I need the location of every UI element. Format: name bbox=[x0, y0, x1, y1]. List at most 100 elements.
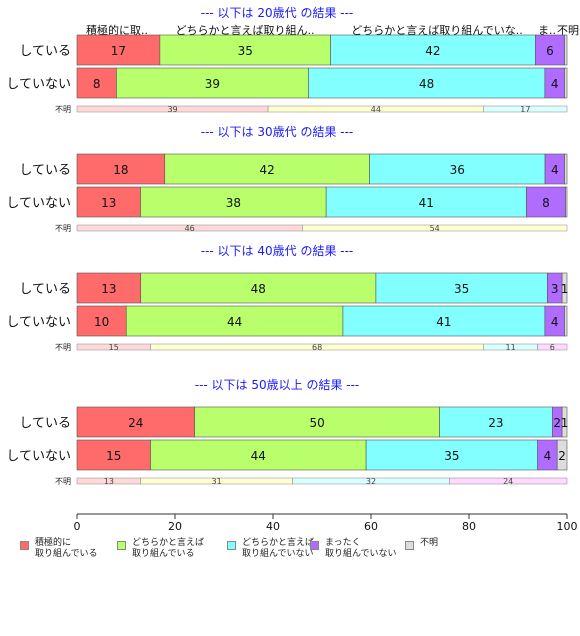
legend-swatch bbox=[227, 541, 236, 550]
row-label: している bbox=[19, 416, 71, 431]
share-value-label: 13 bbox=[104, 477, 114, 486]
share-segment bbox=[302, 224, 568, 232]
bar-segment bbox=[561, 406, 568, 438]
bar-value-label: 6 bbox=[546, 44, 554, 58]
legend-label: 積極的に 取り組んでいる bbox=[35, 538, 98, 559]
header-label: どちらかと言えば取り組ん.. bbox=[176, 24, 315, 37]
share-row-label: 不明 bbox=[55, 343, 71, 352]
share-value-label: 46 bbox=[185, 224, 195, 233]
bar-segment bbox=[556, 439, 568, 471]
row-label: していない bbox=[6, 449, 71, 464]
stacked-bar-chart: 積極的に取.. どちらかと言えば取り組ん.. どちらかと言えば取り組んでいな.. ま.… bbox=[6, 6, 579, 533]
bar-segment bbox=[150, 439, 367, 471]
bar-segment bbox=[140, 186, 327, 218]
legend-label: どちらかと言えば 取り組んでいる bbox=[132, 538, 205, 559]
bar-segment bbox=[526, 186, 566, 218]
x-tick-label: 100 bbox=[557, 520, 578, 533]
bar-value-label: 41 bbox=[436, 315, 451, 329]
legend-label: 不明 bbox=[420, 538, 439, 548]
bar-segment bbox=[561, 272, 568, 304]
bar-value-label: 3 bbox=[551, 282, 559, 296]
bar-segment bbox=[76, 272, 142, 304]
share-row-label: 不明 bbox=[55, 477, 71, 486]
bar-segment bbox=[76, 406, 195, 438]
row-label: していない bbox=[6, 77, 71, 92]
header-label: ま.. bbox=[538, 24, 556, 37]
x-tick-label: 20 bbox=[168, 520, 182, 533]
bar-value-label: 39 bbox=[205, 77, 220, 91]
bar-segment bbox=[375, 272, 548, 304]
x-tick-label: 60 bbox=[364, 520, 378, 533]
bar-segment bbox=[330, 34, 536, 66]
share-value-label: 24 bbox=[503, 477, 513, 486]
legend-item: どちらかと言えば 取り組んでいない bbox=[227, 538, 314, 560]
bar-segment bbox=[76, 439, 151, 471]
row-label: している bbox=[19, 44, 71, 59]
row-label: していない bbox=[6, 315, 71, 330]
bar-value-label: 4 bbox=[551, 77, 559, 91]
header-label: 積極的に取.. bbox=[86, 23, 148, 37]
bar-value-label: 1 bbox=[561, 282, 569, 296]
bar-segment bbox=[76, 186, 141, 218]
row-label: していない bbox=[6, 196, 71, 211]
share-row-label: 不明 bbox=[55, 105, 71, 114]
bar-value-label: 13 bbox=[101, 282, 116, 296]
bar-value-label: 24 bbox=[128, 416, 143, 430]
bar-value-label: 2 bbox=[558, 449, 566, 463]
bar-value-label: 2 bbox=[553, 416, 561, 430]
share-segment bbox=[537, 343, 568, 351]
panel-title: --- 以下は 30歳代 の結果 --- bbox=[201, 125, 354, 139]
bar-segment bbox=[365, 439, 538, 471]
bar-segment bbox=[140, 272, 377, 304]
bar-value-label: 4 bbox=[544, 449, 552, 463]
bar-value-label: 41 bbox=[419, 196, 434, 210]
bar-value-label: 8 bbox=[542, 196, 550, 210]
share-segment bbox=[483, 105, 568, 113]
bar-segment bbox=[564, 67, 568, 99]
share-segment bbox=[449, 477, 568, 485]
share-value-label: 39 bbox=[167, 105, 177, 114]
bar-value-label: 13 bbox=[101, 196, 116, 210]
legend-label: まったく 取り組んでいない bbox=[325, 538, 397, 559]
bar-value-label: 4 bbox=[551, 315, 559, 329]
legend-item: どちらかと言えば 取り組んでいる bbox=[117, 538, 204, 560]
header-label: 不明 bbox=[557, 24, 579, 37]
share-value-label: 31 bbox=[212, 477, 222, 486]
legend-swatch bbox=[117, 541, 126, 550]
legend-item: まったく 取り組んでいない bbox=[310, 538, 397, 560]
bar-value-label: 35 bbox=[238, 44, 253, 58]
bar-value-label: 48 bbox=[251, 282, 266, 296]
legend-label: どちらかと言えば 取り組んでいない bbox=[242, 538, 315, 559]
legend-swatch bbox=[405, 541, 414, 550]
bar-value-label: 1 bbox=[561, 416, 569, 430]
share-value-label: 6 bbox=[550, 343, 555, 352]
bar-segment bbox=[342, 305, 546, 337]
bar-segment bbox=[125, 305, 344, 337]
legend: 積極的に 取り組んでいる どちらかと言えば 取り組んでいる どちらかと言えば 取り組… bbox=[20, 538, 580, 578]
bar-segment bbox=[565, 186, 568, 218]
bar-value-label: 44 bbox=[251, 449, 266, 463]
bar-value-label: 17 bbox=[111, 44, 126, 58]
bar-value-label: 48 bbox=[419, 77, 434, 91]
bar-value-label: 18 bbox=[113, 163, 128, 177]
bar-value-label: 15 bbox=[106, 449, 121, 463]
bar-value-label: 44 bbox=[227, 315, 242, 329]
share-value-label: 44 bbox=[371, 105, 381, 114]
bar-segment bbox=[564, 34, 568, 66]
share-value-label: 15 bbox=[109, 343, 119, 352]
x-tick-label: 0 bbox=[74, 520, 81, 533]
bar-value-label: 4 bbox=[551, 163, 559, 177]
bar-value-label: 8 bbox=[93, 77, 101, 91]
bar-segment bbox=[439, 406, 553, 438]
bar-value-label: 38 bbox=[226, 196, 241, 210]
legend-item: 不明 bbox=[405, 538, 438, 550]
share-value-label: 11 bbox=[506, 343, 516, 352]
bar-value-label: 10 bbox=[94, 315, 109, 329]
panel-title: --- 以下は 20歳代 の結果 --- bbox=[201, 6, 354, 20]
header-label: どちらかと言えば取り組んでいな.. bbox=[351, 24, 522, 37]
share-value-label: 68 bbox=[312, 343, 322, 352]
bar-segment bbox=[76, 67, 117, 99]
bar-value-label: 42 bbox=[425, 44, 440, 58]
share-value-label: 32 bbox=[366, 477, 376, 486]
bar-value-label: 35 bbox=[454, 282, 469, 296]
